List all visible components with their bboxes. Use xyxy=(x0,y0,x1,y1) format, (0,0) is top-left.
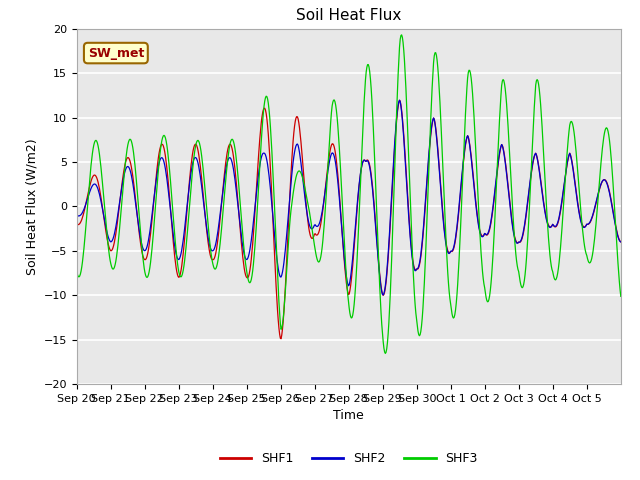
SHF2 xyxy=(406,234,414,240)
SHF3 xyxy=(617,293,625,299)
SHF2 xyxy=(396,97,403,103)
SHF3 xyxy=(406,195,414,201)
SHF3 xyxy=(264,96,271,102)
SHF2 xyxy=(437,186,445,192)
SHF3 xyxy=(437,114,445,120)
SHF3 xyxy=(73,269,81,275)
SHF3 xyxy=(237,206,244,212)
SHF1 xyxy=(285,213,292,218)
Legend: SHF1, SHF2, SHF3: SHF1, SHF2, SHF3 xyxy=(214,447,483,470)
SHF3 xyxy=(137,231,145,237)
SHF1 xyxy=(264,123,271,129)
SHF2 xyxy=(264,162,271,168)
SHF1 xyxy=(137,241,145,247)
Line: SHF2: SHF2 xyxy=(77,100,621,295)
Line: SHF1: SHF1 xyxy=(77,100,621,339)
SHF3 xyxy=(284,243,292,249)
SHF1 xyxy=(396,97,403,103)
SHF2 xyxy=(237,228,244,233)
Title: Soil Heat Flux: Soil Heat Flux xyxy=(296,9,401,24)
X-axis label: Time: Time xyxy=(333,409,364,422)
SHF1 xyxy=(617,239,625,245)
SHF3 xyxy=(381,350,389,356)
SHF1 xyxy=(277,336,285,342)
SHF2 xyxy=(73,212,81,218)
SHF3 xyxy=(398,32,406,38)
Line: SHF3: SHF3 xyxy=(77,35,621,353)
SHF2 xyxy=(380,292,387,298)
SHF1 xyxy=(73,221,81,227)
SHF2 xyxy=(137,236,145,242)
Y-axis label: Soil Heat Flux (W/m2): Soil Heat Flux (W/m2) xyxy=(25,138,38,275)
SHF1 xyxy=(437,182,445,188)
SHF2 xyxy=(284,214,292,220)
SHF1 xyxy=(406,230,414,236)
SHF1 xyxy=(237,232,244,238)
Text: SW_met: SW_met xyxy=(88,47,144,60)
SHF2 xyxy=(617,239,625,245)
